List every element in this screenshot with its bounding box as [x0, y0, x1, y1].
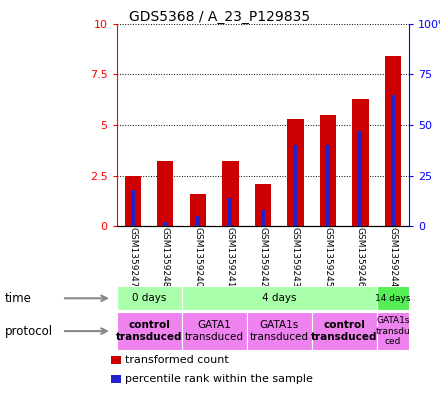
Bar — [352, 99, 369, 226]
Bar — [117, 286, 182, 310]
Bar — [391, 95, 395, 226]
Bar — [182, 286, 377, 310]
Bar — [261, 210, 265, 226]
Text: GSM1359248: GSM1359248 — [161, 227, 170, 287]
Text: GSM1359243: GSM1359243 — [291, 227, 300, 287]
Bar — [247, 312, 312, 350]
Bar — [111, 356, 121, 364]
Text: GDS5368 / A_23_P129835: GDS5368 / A_23_P129835 — [129, 10, 311, 24]
Bar — [385, 56, 401, 226]
Text: percentile rank within the sample: percentile rank within the sample — [125, 374, 313, 384]
Bar — [255, 184, 271, 226]
Bar — [196, 216, 200, 226]
Text: time: time — [4, 292, 31, 305]
Text: transformed count: transformed count — [125, 355, 229, 365]
Text: GSM1359247: GSM1359247 — [128, 227, 137, 287]
Text: GSM1359246: GSM1359246 — [356, 227, 365, 287]
Text: control
transduced: control transduced — [311, 320, 378, 342]
Bar — [131, 190, 135, 226]
Bar — [287, 119, 304, 226]
Bar — [163, 222, 167, 226]
Bar — [157, 162, 173, 226]
Bar — [377, 312, 409, 350]
Bar — [293, 145, 297, 226]
Text: GSM1359245: GSM1359245 — [323, 227, 333, 287]
Bar — [222, 162, 238, 226]
Text: GSM1359240: GSM1359240 — [193, 227, 202, 287]
Text: GSM1359242: GSM1359242 — [258, 227, 268, 287]
Text: 14 days: 14 days — [375, 294, 411, 303]
Bar — [117, 312, 182, 350]
Bar — [326, 145, 330, 226]
Text: GATA1s
transduced: GATA1s transduced — [249, 320, 308, 342]
Bar — [359, 131, 363, 226]
Text: 0 days: 0 days — [132, 293, 166, 303]
Text: 4 days: 4 days — [262, 293, 297, 303]
Text: GATA1s
transdu
ced: GATA1s transdu ced — [376, 316, 411, 346]
Bar — [312, 312, 377, 350]
Text: GSM1359241: GSM1359241 — [226, 227, 235, 287]
Bar — [320, 115, 336, 226]
Bar — [190, 194, 206, 226]
Bar — [111, 375, 121, 383]
Bar — [125, 176, 141, 226]
Text: control
transduced: control transduced — [116, 320, 182, 342]
Text: GATA1
transduced: GATA1 transduced — [185, 320, 244, 342]
Text: protocol: protocol — [4, 325, 52, 338]
Bar — [228, 198, 232, 226]
Bar — [377, 286, 409, 310]
Bar — [182, 312, 247, 350]
Text: GSM1359244: GSM1359244 — [389, 227, 397, 287]
